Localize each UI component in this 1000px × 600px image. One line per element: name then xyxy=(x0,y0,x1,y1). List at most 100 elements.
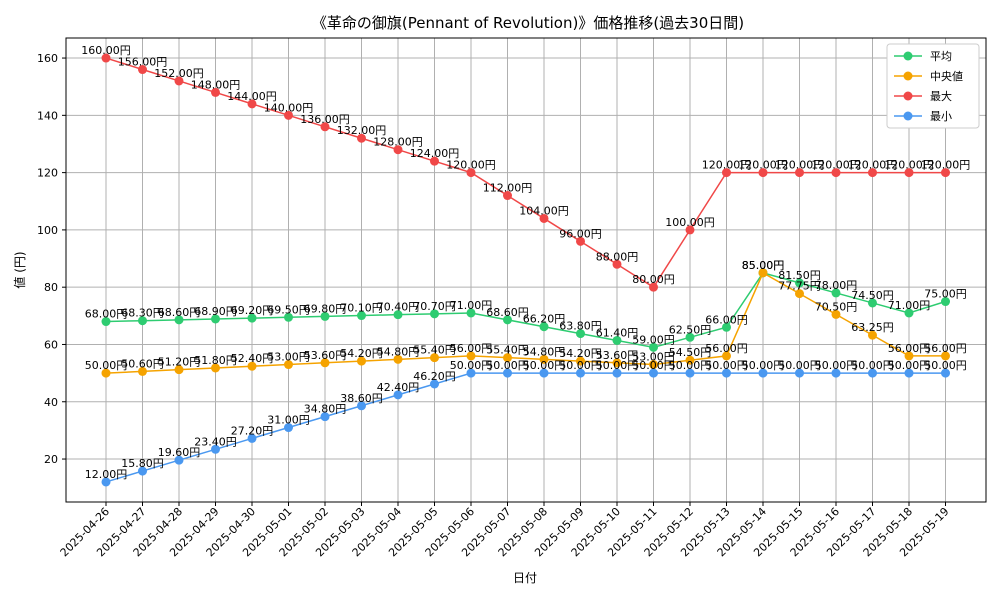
data-label: 31.00円 xyxy=(267,414,310,427)
data-point xyxy=(211,314,220,324)
data-label: 15.80円 xyxy=(121,457,164,470)
data-label: 27.20円 xyxy=(231,424,274,437)
data-point xyxy=(795,368,804,378)
data-point xyxy=(612,368,622,378)
plot-frame xyxy=(65,37,987,503)
data-point xyxy=(758,368,768,378)
data-point xyxy=(831,288,841,298)
data-label: 152.00円 xyxy=(154,67,204,80)
data-point xyxy=(941,351,950,361)
y-tick-label: 160 xyxy=(37,52,58,65)
data-point xyxy=(430,156,439,166)
data-point xyxy=(430,309,439,319)
data-point xyxy=(685,368,695,378)
legend-swatch-marker xyxy=(903,71,913,81)
data-point xyxy=(539,322,549,332)
data-point xyxy=(247,99,257,109)
data-label: 46.20円 xyxy=(413,370,456,383)
data-label: 112.00円 xyxy=(483,182,533,195)
data-label: 54.20円 xyxy=(559,347,602,360)
data-point xyxy=(138,316,147,326)
data-label: 96.00円 xyxy=(559,227,602,240)
data-label: 55.40円 xyxy=(486,344,529,357)
data-label: 50.00円 xyxy=(888,359,931,372)
data-label: 50.00円 xyxy=(596,359,639,372)
data-label: 75.00円 xyxy=(924,288,967,301)
data-point xyxy=(503,191,512,201)
data-point xyxy=(795,168,804,178)
data-label: 53.00円 xyxy=(267,351,310,364)
data-point xyxy=(466,351,476,361)
series-line-0 xyxy=(105,271,946,349)
y-tick-label: 20 xyxy=(44,453,58,466)
data-label: 50.00円 xyxy=(85,359,128,372)
data-label: 160.00円 xyxy=(81,44,131,57)
data-point xyxy=(722,168,731,178)
data-labels: 68.00円68.30円68.60円68.90円69.20円69.50円69.8… xyxy=(81,44,970,481)
data-point xyxy=(722,322,731,332)
data-label: 68.00円 xyxy=(85,308,128,321)
data-point xyxy=(138,366,147,376)
data-point xyxy=(795,278,804,288)
data-point xyxy=(211,363,220,373)
data-point xyxy=(503,353,512,363)
data-point xyxy=(320,311,330,321)
data-point xyxy=(904,368,914,378)
data-label: 50.00円 xyxy=(705,359,748,372)
data-label: 50.00円 xyxy=(851,359,894,372)
data-label: 70.70円 xyxy=(413,300,456,313)
data-label: 100.00円 xyxy=(665,216,715,229)
data-point xyxy=(576,236,585,246)
data-label: 61.40円 xyxy=(596,326,639,339)
data-label: 54.80円 xyxy=(377,345,420,358)
data-label: 124.00円 xyxy=(410,147,460,160)
data-point xyxy=(904,351,914,361)
data-label: 136.00円 xyxy=(300,113,350,126)
data-point xyxy=(685,225,695,235)
data-label: 68.30円 xyxy=(121,307,164,320)
data-point xyxy=(211,444,220,454)
data-point xyxy=(795,289,804,299)
legend-swatch-marker xyxy=(903,51,913,61)
data-point xyxy=(685,355,695,365)
data-label: 69.20円 xyxy=(231,304,274,317)
data-label: 120.00円 xyxy=(848,159,898,172)
data-label: 156.00円 xyxy=(118,56,168,69)
data-label: 50.00円 xyxy=(815,359,858,372)
data-point xyxy=(831,368,841,378)
data-point xyxy=(649,360,658,370)
data-point xyxy=(904,308,914,318)
data-label: 63.80円 xyxy=(559,320,602,333)
data-point xyxy=(101,317,111,327)
data-point xyxy=(576,368,585,378)
data-point xyxy=(101,477,111,487)
y-tick-label: 100 xyxy=(37,224,58,237)
data-label: 50.00円 xyxy=(523,359,566,372)
data-label: 38.60円 xyxy=(340,392,383,405)
data-point xyxy=(320,358,330,368)
data-label: 104.00円 xyxy=(519,204,569,217)
data-point xyxy=(612,358,622,368)
legend-box xyxy=(886,43,980,129)
data-label: 54.20円 xyxy=(340,347,383,360)
data-label: 80.00円 xyxy=(632,273,675,286)
data-label: 50.00円 xyxy=(669,359,712,372)
data-label: 50.60円 xyxy=(121,357,164,370)
data-point xyxy=(941,297,950,307)
data-point xyxy=(722,351,731,361)
data-point xyxy=(101,368,111,378)
data-label: 85.00円 xyxy=(742,259,785,272)
data-point xyxy=(868,168,877,178)
data-label: 85.00円 xyxy=(742,259,785,272)
data-point xyxy=(174,365,184,375)
data-label: 77.75円 xyxy=(778,280,821,293)
y-tick-label: 80 xyxy=(44,281,58,294)
data-label: 56.00円 xyxy=(450,342,493,355)
data-label: 74.50円 xyxy=(851,289,894,302)
data-point xyxy=(503,315,512,325)
data-point xyxy=(576,329,585,339)
data-label: 120.00円 xyxy=(738,159,788,172)
data-point xyxy=(831,168,841,178)
data-point xyxy=(393,354,403,364)
